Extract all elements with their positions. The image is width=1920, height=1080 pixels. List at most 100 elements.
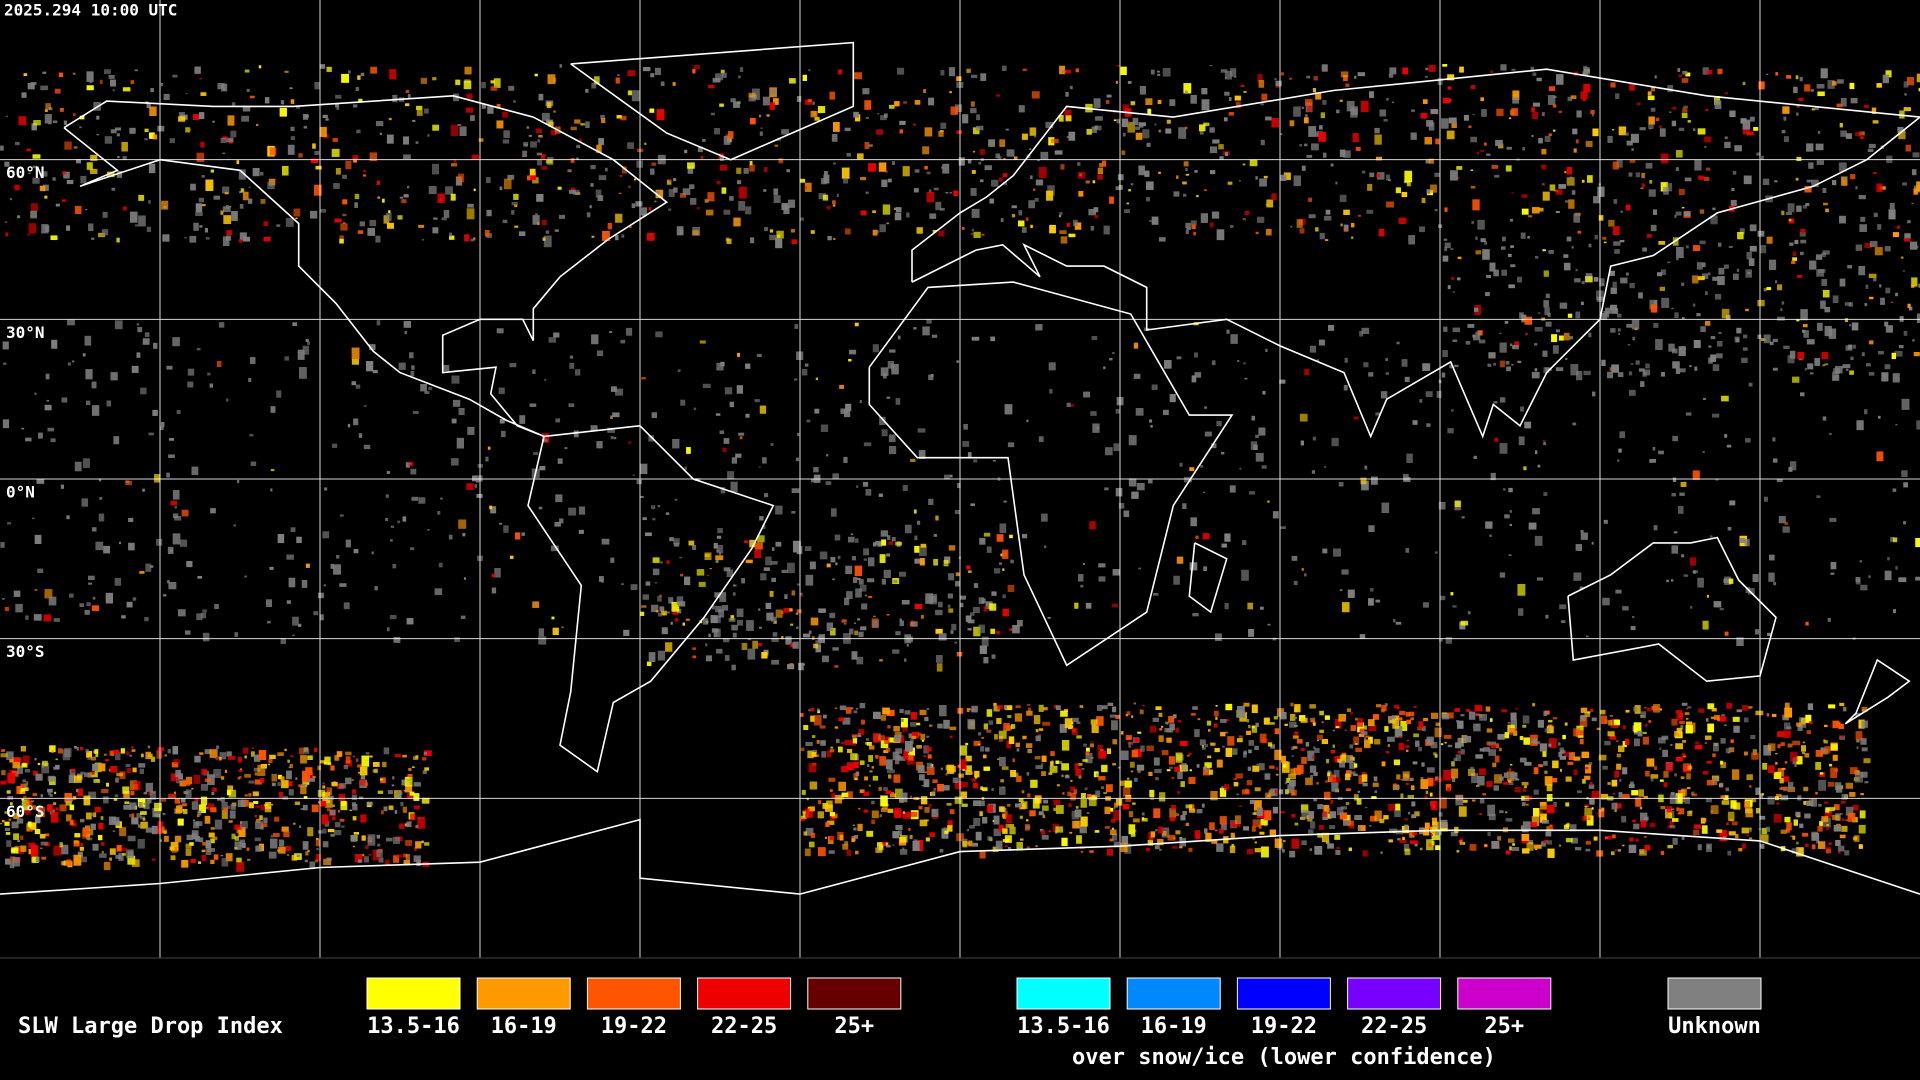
cloud-pixel	[1766, 713, 1770, 717]
cloud-pixel	[692, 545, 697, 550]
cloud-pixel	[242, 747, 249, 754]
cloud-pixel	[48, 596, 57, 606]
cloud-pixel	[1190, 94, 1197, 104]
cloud-pixel	[699, 340, 706, 344]
cloud-pixel	[1781, 210, 1785, 216]
cloud-pixel	[171, 773, 179, 782]
cloud-pixel	[1622, 844, 1625, 847]
cloud-pixel	[130, 791, 135, 796]
cloud-pixel	[1412, 761, 1418, 765]
cloud-pixel	[1912, 152, 1920, 158]
cloud-pixel	[69, 804, 75, 811]
cloud-pixel	[1128, 435, 1137, 446]
cloud-pixel	[1738, 847, 1743, 852]
cloud-pixel	[1616, 753, 1621, 758]
cloud-pixel	[1500, 64, 1507, 71]
cloud-pixel	[1215, 716, 1218, 720]
cloud-pixel	[64, 141, 72, 150]
cloud-pixel	[1558, 844, 1562, 847]
cloud-pixel	[1065, 91, 1069, 97]
cloud-pixel	[1591, 113, 1595, 117]
cloud-pixel	[255, 805, 260, 808]
cloud-pixel	[1847, 812, 1856, 822]
cloud-pixel	[827, 235, 832, 241]
cloud-pixel	[250, 461, 257, 466]
cloud-pixel	[1191, 224, 1196, 230]
cloud-pixel	[960, 595, 966, 600]
cloud-pixel	[1022, 68, 1027, 72]
cloud-pixel	[907, 755, 915, 765]
cloud-pixel	[353, 832, 360, 835]
cloud-pixel	[1620, 210, 1623, 213]
cloud-pixel	[968, 840, 973, 847]
cloud-pixel	[1355, 717, 1359, 721]
cloud-pixel	[53, 845, 62, 856]
cloud-pixel	[648, 435, 654, 442]
cloud-pixel	[1409, 840, 1418, 845]
cloud-pixel	[1374, 790, 1378, 794]
cloud-pixel	[1244, 377, 1248, 380]
cloud-pixel	[1455, 795, 1464, 806]
cloud-pixel	[1545, 831, 1552, 837]
cloud-pixel	[805, 808, 814, 818]
cloud-pixel	[1375, 599, 1381, 603]
cloud-pixel	[198, 861, 202, 864]
cloud-pixel	[630, 584, 638, 591]
cloud-pixel	[1719, 716, 1727, 722]
cloud-pixel	[1115, 408, 1120, 414]
cloud-pixel	[890, 792, 895, 797]
cloud-pixel	[999, 562, 1002, 565]
cloud-pixel	[1143, 327, 1148, 332]
cloud-pixel	[794, 324, 799, 329]
cloud-pixel	[1226, 329, 1230, 334]
cloud-pixel	[764, 226, 768, 232]
cloud-pixel	[765, 602, 772, 610]
cloud-pixel	[104, 759, 110, 762]
cloud-pixel	[1379, 109, 1387, 117]
cloud-pixel	[1325, 209, 1331, 215]
cloud-pixel	[1512, 97, 1520, 104]
cloud-pixel	[998, 177, 1003, 182]
cloud-pixel	[852, 742, 856, 746]
cloud-pixel	[962, 440, 970, 447]
cloud-pixel	[1621, 793, 1630, 799]
cloud-pixel	[828, 777, 836, 782]
cloud-pixel	[1838, 850, 1841, 854]
cloud-pixel	[173, 759, 180, 764]
cloud-pixel	[197, 575, 203, 579]
cloud-pixel	[1630, 626, 1636, 631]
cloud-pixel	[1210, 790, 1218, 801]
cloud-pixel	[1582, 815, 1587, 821]
cloud-pixel	[1685, 707, 1688, 710]
cloud-pixel	[1080, 792, 1086, 799]
cloud-pixel	[292, 322, 298, 327]
cloud-pixel	[1672, 837, 1678, 845]
cloud-pixel	[1206, 720, 1212, 726]
cloud-pixel	[1749, 116, 1755, 122]
cloud-pixel	[87, 756, 92, 760]
cloud-pixel	[1119, 780, 1125, 786]
cloud-pixel	[974, 770, 980, 778]
cloud-pixel	[427, 134, 430, 137]
cloud-pixel	[179, 539, 188, 547]
cloud-pixel	[108, 74, 115, 79]
cloud-pixel	[926, 191, 935, 203]
cloud-pixel	[749, 160, 753, 166]
cloud-pixel	[168, 438, 175, 441]
cloud-pixel	[287, 759, 290, 763]
cloud-pixel	[7, 772, 16, 784]
cloud-pixel	[403, 154, 411, 160]
cloud-pixel	[1840, 97, 1847, 107]
cloud-pixel	[1317, 739, 1320, 742]
cloud-pixel	[224, 192, 229, 195]
cloud-pixel	[74, 775, 82, 783]
cloud-pixel	[1612, 129, 1615, 131]
cloud-pixel	[1824, 746, 1831, 754]
cloud-pixel	[209, 383, 214, 388]
cloud-pixel	[955, 572, 960, 577]
cloud-pixel	[1544, 776, 1553, 786]
cloud-pixel	[1681, 702, 1688, 706]
cloud-pixel	[589, 205, 592, 209]
cloud-pixel	[1719, 607, 1724, 611]
cloud-pixel	[655, 331, 663, 338]
